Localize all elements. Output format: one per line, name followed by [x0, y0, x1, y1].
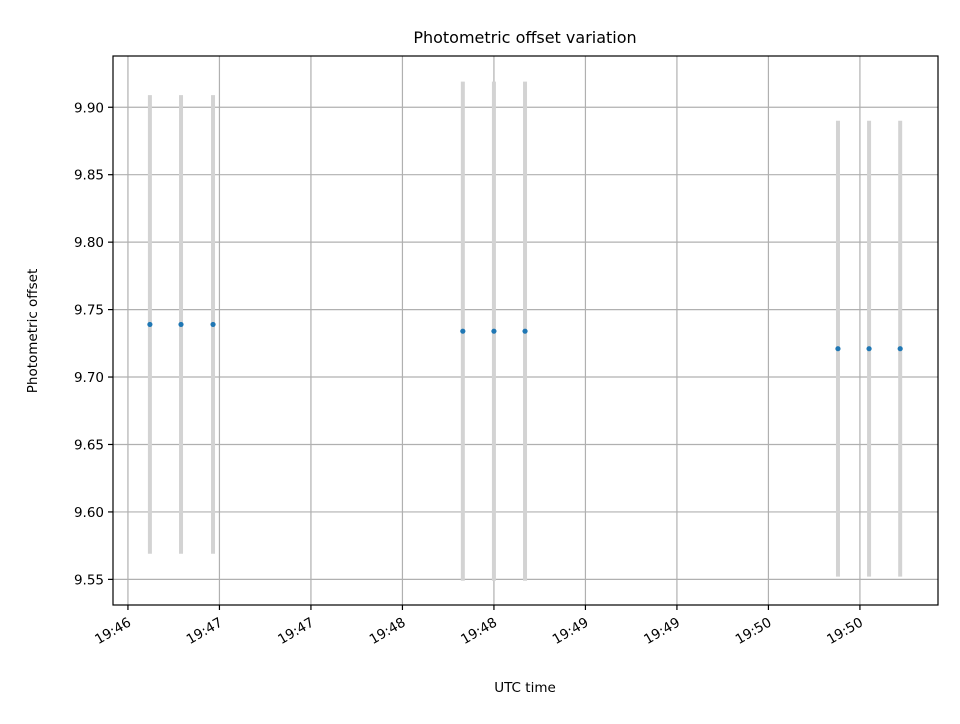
data-point [210, 321, 216, 328]
data-point [147, 321, 153, 328]
x-tick-label: 19:48 [458, 615, 500, 648]
x-tick-label: 19:49 [641, 615, 683, 648]
data-point [178, 321, 184, 328]
chart-title: Photometric offset variation [413, 28, 636, 47]
y-tick-label: 9.65 [74, 437, 104, 453]
plot-frame [112, 55, 939, 606]
y-tick-label: 9.70 [74, 370, 104, 386]
y-tick-label: 9.80 [74, 235, 104, 251]
x-tick-label: 19:50 [733, 615, 775, 648]
data-point [897, 346, 903, 352]
x-tick-label: 19:48 [367, 615, 409, 648]
y-axis-label: Photometric offset [25, 269, 41, 393]
x-tick-label: 19:49 [550, 615, 592, 648]
data-point [491, 328, 497, 334]
data-point [835, 346, 841, 352]
x-tick-label: 19:46 [92, 615, 134, 648]
x-axis-label: UTC time [494, 680, 556, 696]
y-tick-label: 9.90 [74, 100, 104, 116]
y-tick-label: 9.55 [74, 572, 104, 588]
x-tick-label: 19:47 [184, 615, 226, 648]
data-point [866, 346, 872, 352]
y-tick-label: 9.75 [74, 303, 104, 319]
data-point [522, 328, 528, 334]
y-tick-label: 9.60 [74, 505, 104, 521]
y-tick-label: 9.85 [74, 168, 104, 184]
x-tick-label: 19:47 [275, 615, 317, 648]
x-tick-label: 19:50 [824, 615, 866, 648]
data-point [460, 328, 466, 334]
